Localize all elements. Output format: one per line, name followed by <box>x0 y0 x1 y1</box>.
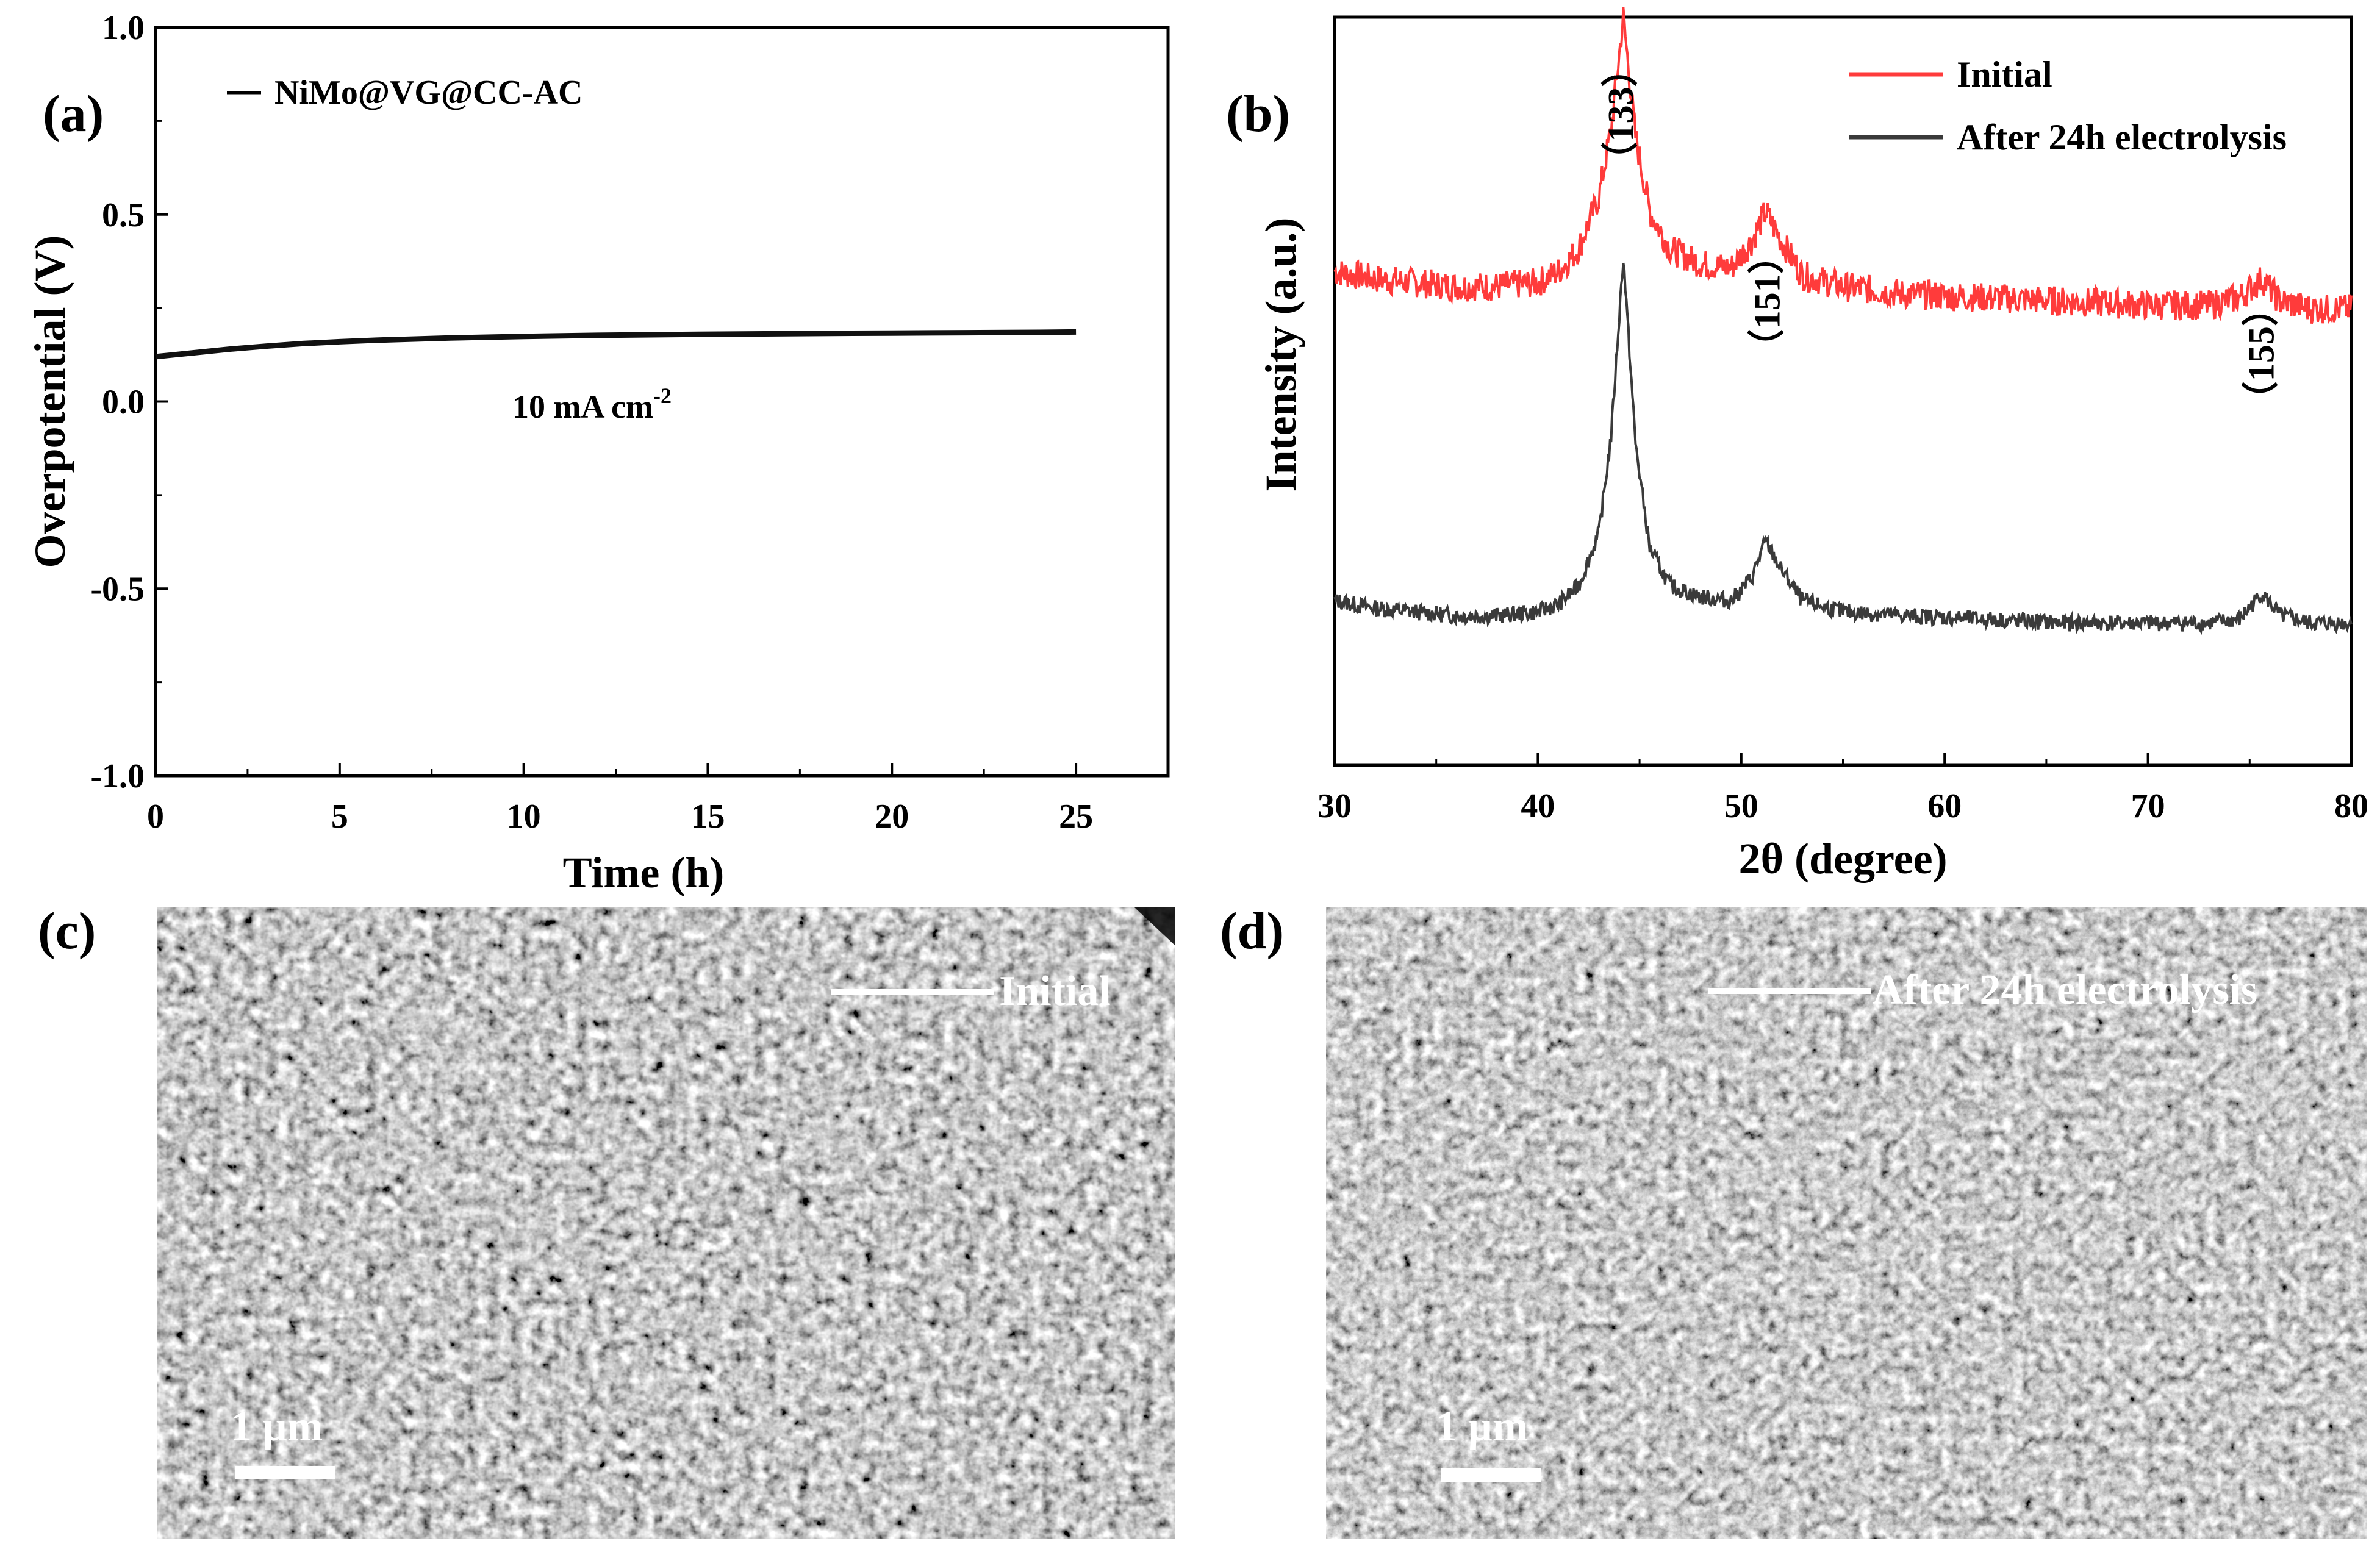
chart-b-x-tick-label: 70 <box>2131 787 2165 825</box>
legend-b-entry-after: After 24h electrolysis <box>1957 117 2287 157</box>
chart-b-series-initial <box>1333 7 2353 324</box>
sem-image-c-panel: (c) Initial 1 µm <box>38 901 1175 1539</box>
chart-b-plot-area: 30 40 50 60 70 80 （133） （151） （155） <box>1317 7 2368 825</box>
chart-a-x-tick-label: 25 <box>1059 798 1093 835</box>
chart-b-x-tick-label: 40 <box>1521 787 1555 825</box>
chart-a-x-axis-label: Time (h) <box>563 848 725 896</box>
chart-b: 30 40 50 60 70 80（133）（151） （155） (b) Initial … <box>1226 7 2368 883</box>
panel-b-label: (b) <box>1226 84 1290 143</box>
chart-a-y-tick-label: 1.0 <box>102 9 145 47</box>
sem-d-scale-bar <box>1441 1468 1541 1482</box>
chart-b-y-axis-label: Intensity (a.u.) <box>1256 217 1305 492</box>
chart-b-peak-label: （151） <box>1746 237 1787 365</box>
chart-b-x-tick-label: 60 <box>1927 787 1962 825</box>
chart-a: 0 5 10 15 20 25 -1.0 -0.5 0.0 0.5 1.0 (a) NiMo@VG@… <box>26 9 1170 896</box>
legend-a-entry: NiMo@VG@CC-AC <box>274 74 582 112</box>
sem-d-scale-label: 1 µm <box>1436 1403 1528 1450</box>
sem-image-d-panel: (d) After 24h electrolysis 1 µm <box>1220 901 2367 1539</box>
sem-image-d <box>1326 907 2367 1539</box>
chart-b-peak-label: （155） <box>2241 290 2282 418</box>
panel-d-label: (d) <box>1220 901 1284 960</box>
sem-d-label: After 24h electrolysis <box>1873 967 2257 1013</box>
sem-image-c <box>157 907 1175 1539</box>
chart-a-y-tick-label: -1.0 <box>90 757 145 795</box>
chart-b-x-axis-label: 2θ (degree) <box>1738 834 1947 883</box>
chart-a-plot-area: 0 5 10 15 20 25 -1.0 -0.5 0.0 0.5 1.0 <box>90 9 1170 835</box>
chart-a-x-tick-label: 0 <box>147 798 164 835</box>
chart-a-x-tick-label: 20 <box>875 798 909 835</box>
chart-b-x-tick-label: 80 <box>2334 787 2368 825</box>
chart-a-y-axis-label: Overpotential (V) <box>26 235 74 568</box>
sem-c-scale-bar <box>235 1466 335 1479</box>
chart-a-y-tick-label: -0.5 <box>90 570 145 608</box>
chart-b-x-tick-label: 30 <box>1317 787 1352 825</box>
legend-b-entry-initial: Initial <box>1957 54 2052 95</box>
chart-a-series-line <box>155 329 1077 360</box>
chart-a-annotation-text: 10 mA cm <box>512 388 653 425</box>
sem-c-label: Initial <box>999 968 1111 1015</box>
chart-a-annotation: 10 mA cm-2 <box>512 384 672 425</box>
panel-a-label: (a) <box>43 84 104 143</box>
sem-c-scale-label: 1 µm <box>231 1403 323 1450</box>
panel-c-label: (c) <box>38 901 96 960</box>
chart-b-x-tick-label: 50 <box>1724 787 1758 825</box>
chart-a-y-tick-label: 0.0 <box>102 384 145 421</box>
chart-b-peak-label: （133） <box>1600 51 1641 179</box>
chart-a-annotation-superscript: -2 <box>653 384 672 408</box>
chart-a-y-tick-label: 0.5 <box>102 196 145 234</box>
chart-a-x-tick-label: 15 <box>690 798 725 835</box>
chart-a-x-tick-label: 5 <box>331 798 348 835</box>
chart-b-series-after <box>1333 262 2353 635</box>
chart-a-x-tick-label: 10 <box>507 798 541 835</box>
